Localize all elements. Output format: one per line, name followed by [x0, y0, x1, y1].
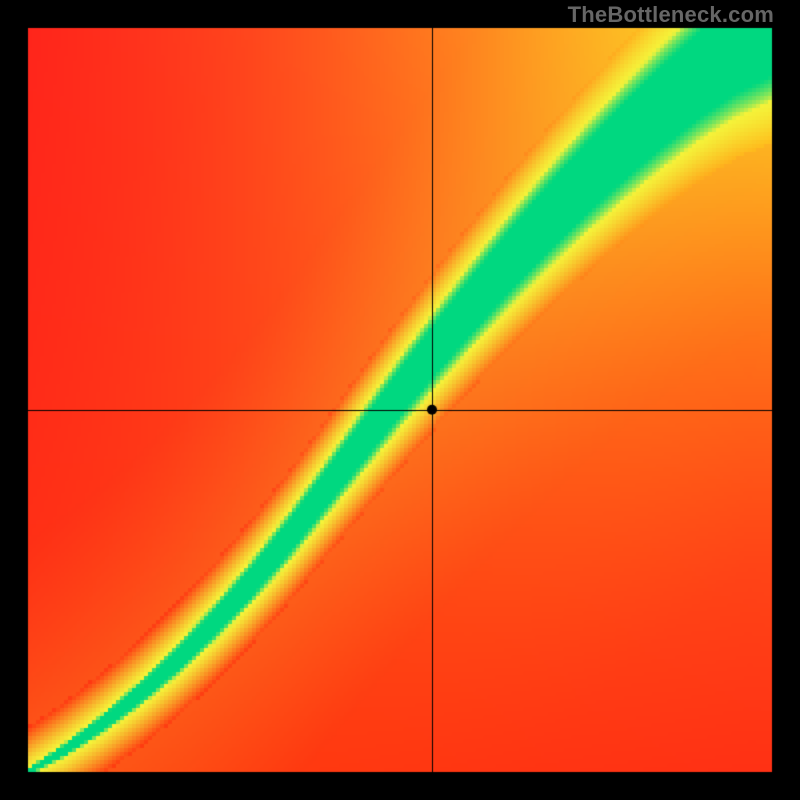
heatmap-canvas — [0, 0, 800, 800]
source-watermark: TheBottleneck.com — [568, 2, 774, 28]
chart-container: { "source_label": "TheBottleneck.com", "… — [0, 0, 800, 800]
